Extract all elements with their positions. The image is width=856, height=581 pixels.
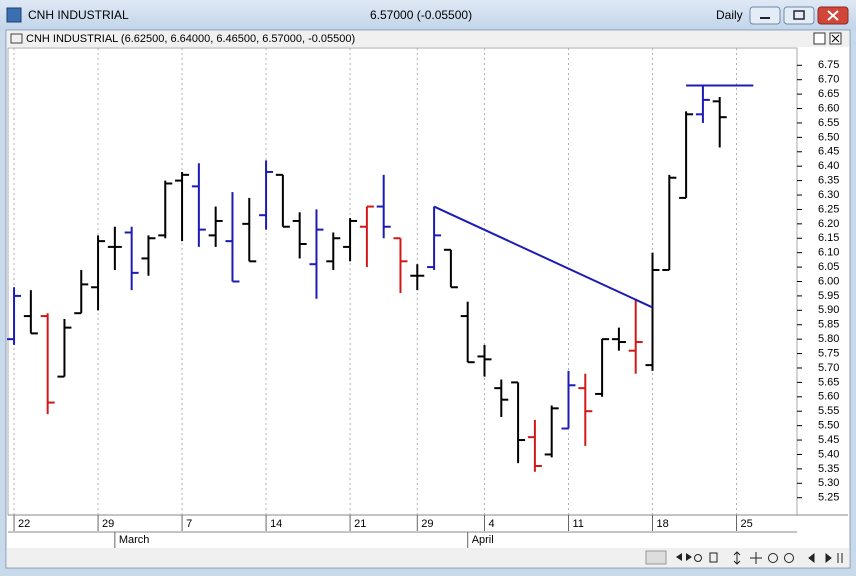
y-tick-label: 6.05 (818, 261, 839, 273)
y-tick-label: 5.95 (818, 290, 839, 302)
x-tick-label: 4 (488, 518, 494, 530)
icon[interactable] (709, 552, 718, 563)
icon[interactable] (733, 551, 741, 565)
y-tick-label: 5.90 (818, 304, 839, 316)
y-tick-label: 6.25 (818, 203, 839, 215)
chart-icon (10, 33, 23, 44)
icon[interactable] (808, 552, 843, 564)
month-label: April (472, 534, 494, 546)
icon[interactable] (676, 553, 692, 561)
y-tick-label: 6.50 (818, 131, 839, 143)
y-tick-label: 5.85 (818, 319, 839, 331)
y-tick-label: 5.25 (818, 492, 839, 504)
restore-button[interactable] (813, 32, 826, 45)
y-tick-label: 6.15 (818, 232, 839, 244)
x-tick-label: 22 (18, 518, 30, 530)
y-tick-label: 6.35 (818, 175, 839, 187)
plot: 6.75 6.70 6.65 6.60 6.55 6.50 6.45 6.40 6.35 6.30… (7, 48, 839, 548)
x-tick-label: 7 (186, 518, 192, 530)
chart-header (7, 31, 849, 47)
icon[interactable] (784, 553, 794, 563)
x-tick-label: 11 (572, 518, 583, 530)
y-tick-label: 6.10 (818, 247, 839, 259)
month-label: March (119, 534, 150, 546)
title-bar (0, 0, 856, 30)
y-tick-label: 6.30 (818, 189, 839, 201)
x-tick-label: 25 (741, 518, 753, 530)
y-tick-label: 5.60 (818, 391, 839, 403)
y-tick-label: 6.70 (818, 74, 839, 86)
toolbar-icons (676, 551, 843, 565)
x-tick-label: 29 (421, 518, 433, 530)
plot-area (7, 47, 798, 516)
icon (827, 10, 839, 21)
y-tick-label: 6.65 (818, 88, 839, 100)
y-tick-label: 5.50 (818, 420, 839, 432)
quote: 6.57000 (-0.05500) (370, 8, 472, 22)
y-tick-label: 5.70 (818, 362, 839, 374)
y-tick-label: 5.55 (818, 405, 839, 417)
toolbar (7, 548, 849, 567)
y-tick-label: 6.20 (818, 218, 839, 230)
minimize-button[interactable] (749, 6, 781, 25)
maximize-button[interactable] (783, 6, 815, 25)
window-title: CNH INDUSTRIAL (28, 8, 129, 22)
x-tick-label: 18 (657, 518, 669, 530)
chart-title: CNH INDUSTRIAL (6.62500, 6.64000, 6.4650… (26, 33, 355, 45)
y-tick-label: 5.30 (818, 477, 839, 489)
y-tick-label: 5.65 (818, 376, 839, 388)
icon[interactable] (750, 552, 762, 564)
y-tick-label: 5.45 (818, 434, 839, 446)
y-tick-label: 6.60 (818, 102, 839, 114)
icon[interactable] (768, 553, 778, 563)
y-tick-label: 6.55 (818, 117, 839, 129)
icon (831, 34, 840, 43)
app-icon (6, 7, 22, 23)
y-tick-label: 6.40 (818, 160, 839, 172)
y-tick-label: 6.45 (818, 146, 839, 158)
y-tick-label: 5.40 (818, 448, 839, 460)
x-tick-label: 21 (354, 518, 366, 530)
y-tick-label: 6.00 (818, 275, 839, 287)
y-tick-label: 5.80 (818, 333, 839, 345)
x-tick-label: 14 (270, 518, 282, 530)
trend-line (433, 205, 653, 309)
icon[interactable] (694, 554, 702, 562)
y-tick-label: 5.75 (818, 347, 839, 359)
y-tick-label: 6.75 (818, 59, 839, 71)
period: Daily (716, 8, 743, 22)
y-tick-label: 5.35 (818, 463, 839, 475)
scroll-thumb[interactable] (645, 550, 667, 565)
icon (793, 10, 805, 20)
x-tick-label: 29 (102, 518, 114, 530)
